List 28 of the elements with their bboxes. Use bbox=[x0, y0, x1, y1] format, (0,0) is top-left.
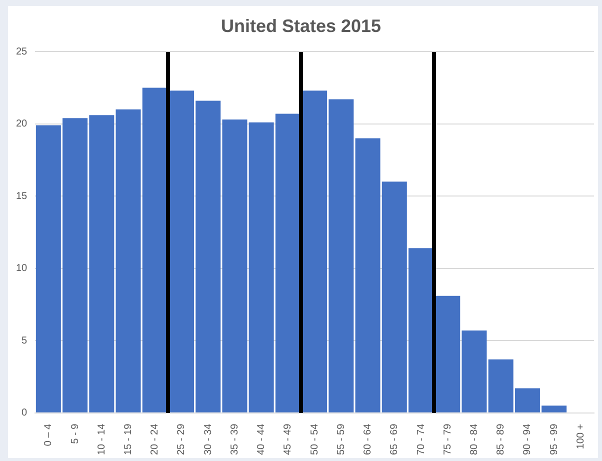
x-tick-label: 80 - 84 bbox=[468, 423, 480, 456]
x-tick-label: 75 - 79 bbox=[442, 423, 454, 456]
x-tick-label: 90 - 94 bbox=[522, 423, 534, 456]
x-tick-label: 20 - 24 bbox=[150, 423, 161, 456]
chart-title: United States 2015 bbox=[220, 16, 382, 36]
x-tick-label: 95 - 99 bbox=[548, 423, 560, 456]
y-tick-label: 0 bbox=[22, 408, 28, 419]
x-tick-label: 100 + bbox=[575, 424, 586, 450]
x-tick-label: 15 - 19 bbox=[123, 423, 134, 456]
y-tick-label: 10 bbox=[16, 263, 28, 274]
x-tick-label: 70 - 74 bbox=[416, 423, 427, 456]
y-tick-label: 25 bbox=[16, 46, 28, 58]
x-tick-label: 10 - 14 bbox=[96, 423, 108, 456]
x-tick-label: 65 - 69 bbox=[389, 423, 400, 456]
y-tick-label: 20 bbox=[16, 118, 28, 130]
x-tick-label: 40 - 44 bbox=[256, 423, 268, 456]
x-tick-label: 0 – 4 bbox=[43, 423, 54, 446]
x-tick-label: 35 - 39 bbox=[229, 423, 240, 456]
x-tick-label: 25 - 29 bbox=[176, 423, 188, 456]
x-tick-label: 30 - 34 bbox=[202, 423, 214, 456]
y-tick-label: 15 bbox=[16, 190, 28, 202]
x-tick-label: 50 - 54 bbox=[309, 423, 320, 456]
x-tick-label: 60 - 64 bbox=[362, 423, 374, 456]
x-tick-label: 55 - 59 bbox=[336, 423, 347, 456]
x-tick-label: 45 - 49 bbox=[282, 423, 294, 456]
y-tick-label: 5 bbox=[22, 335, 28, 346]
x-tick-label: 85 - 89 bbox=[496, 423, 507, 456]
x-tick-label: 5 - 9 bbox=[70, 423, 81, 444]
